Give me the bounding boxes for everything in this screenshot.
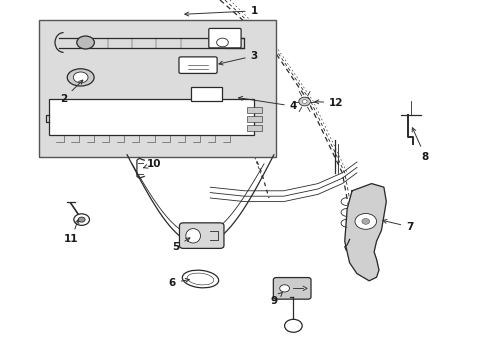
Text: 3: 3 [219,51,257,65]
Ellipse shape [182,270,218,288]
Bar [190,87,222,101]
Circle shape [73,72,88,83]
Circle shape [354,213,376,229]
Circle shape [361,219,369,224]
Circle shape [302,100,306,103]
Text: 11: 11 [63,220,79,244]
Circle shape [216,38,228,47]
Bar [246,125,261,131]
Circle shape [284,319,302,332]
Text: 9: 9 [270,292,282,306]
Circle shape [74,214,89,225]
Text: 2: 2 [60,80,82,104]
Bar [49,99,254,135]
Text: 6: 6 [168,278,189,288]
Text: 1: 1 [184,6,257,16]
Circle shape [279,285,289,292]
Text: 5: 5 [172,238,189,252]
FancyBboxPatch shape [179,57,217,73]
Bar [39,20,276,157]
Text: 4: 4 [238,96,297,111]
FancyBboxPatch shape [273,278,310,299]
Text: 7: 7 [382,220,413,232]
Circle shape [298,97,310,106]
Circle shape [77,36,94,49]
Text: 8: 8 [411,128,428,162]
Text: 12: 12 [314,98,343,108]
Ellipse shape [67,69,94,86]
FancyBboxPatch shape [179,223,224,248]
FancyBboxPatch shape [208,28,241,48]
Text: 10: 10 [143,159,161,169]
Circle shape [78,217,85,222]
Ellipse shape [187,273,213,285]
Ellipse shape [185,229,200,243]
Polygon shape [344,184,386,281]
Bar [246,107,261,113]
Bar [246,116,261,122]
